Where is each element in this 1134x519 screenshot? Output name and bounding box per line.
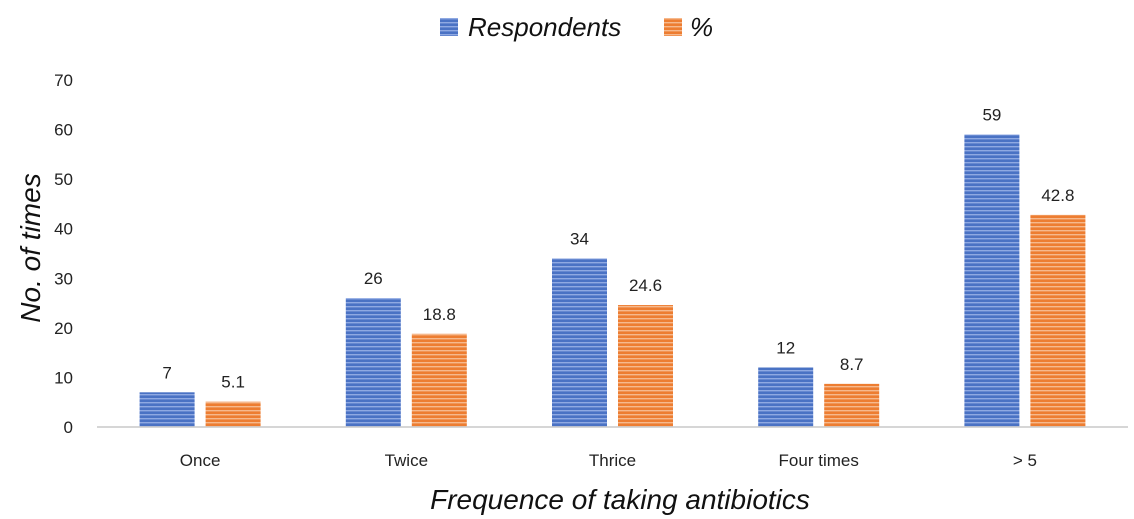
data-label-respondents: 7 xyxy=(162,363,171,382)
data-label-respondents: 12 xyxy=(776,339,795,358)
y-tick-label: 70 xyxy=(54,71,73,90)
bar-percent xyxy=(1030,214,1086,427)
data-label-respondents: 59 xyxy=(982,106,1001,125)
legend: Respondents % xyxy=(440,12,713,42)
data-label-percent: 24.6 xyxy=(629,276,662,295)
bar-respondents xyxy=(139,392,195,427)
x-tick-label: > 5 xyxy=(1013,451,1037,470)
y-tick-label: 60 xyxy=(54,121,73,140)
data-label-percent: 8.7 xyxy=(840,355,864,374)
y-tick-label: 50 xyxy=(54,170,73,189)
x-axis-ticks: Once Twice Thrice Four times > 5 xyxy=(180,451,1037,470)
bar-percent xyxy=(824,383,880,427)
data-label-respondents: 34 xyxy=(570,229,589,248)
bar-percent xyxy=(618,305,673,427)
data-label-percent: 18.8 xyxy=(423,305,456,324)
legend-swatch-percent xyxy=(664,18,682,36)
legend-swatch-respondents xyxy=(440,18,458,36)
bar-respondents xyxy=(964,134,1020,427)
y-tick-label: 0 xyxy=(64,418,73,437)
y-tick-label: 40 xyxy=(54,220,73,239)
bar-value-labels: 7 5.1 26 18.8 34 24.6 12 8.7 59 42.8 xyxy=(162,106,1074,392)
bar-respondents xyxy=(552,258,607,427)
bar-respondents xyxy=(345,298,401,427)
x-tick-label: Thrice xyxy=(589,451,636,470)
y-axis-ticks: 0 10 20 30 40 50 60 70 xyxy=(54,71,73,437)
bar-percent xyxy=(205,401,261,427)
bar-percent xyxy=(411,333,467,427)
data-label-percent: 42.8 xyxy=(1041,186,1074,205)
y-axis-title: No. of times xyxy=(15,173,46,322)
y-tick-label: 30 xyxy=(54,269,73,288)
data-label-respondents: 26 xyxy=(364,269,383,288)
y-tick-label: 20 xyxy=(54,319,73,338)
x-tick-label: Twice xyxy=(385,451,428,470)
x-axis-title: Frequence of taking antibiotics xyxy=(430,484,810,515)
legend-label-respondents: Respondents xyxy=(468,12,621,42)
x-tick-label: Once xyxy=(180,451,221,470)
legend-label-percent: % xyxy=(690,12,713,42)
x-tick-label: Four times xyxy=(779,451,859,470)
data-label-percent: 5.1 xyxy=(221,373,245,392)
bars xyxy=(139,134,1086,427)
bar-respondents xyxy=(758,367,814,427)
y-tick-label: 10 xyxy=(54,368,73,387)
